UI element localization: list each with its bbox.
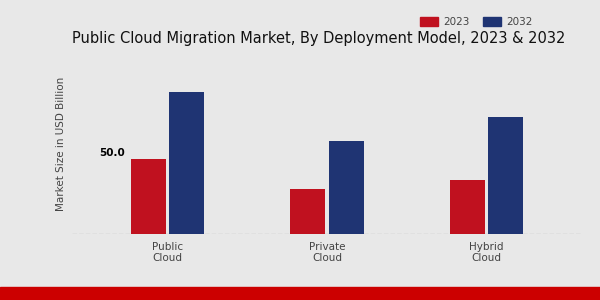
Y-axis label: Market Size in USD Billion: Market Size in USD Billion <box>56 77 67 211</box>
Bar <box>450 180 485 234</box>
Bar <box>329 141 364 234</box>
Bar <box>290 189 325 234</box>
Text: Public Cloud Migration Market, By Deployment Model, 2023 & 2032: Public Cloud Migration Market, By Deploy… <box>72 31 565 46</box>
Bar <box>131 159 166 234</box>
Bar <box>488 117 523 234</box>
Text: 50.0: 50.0 <box>99 148 125 158</box>
Legend: 2023, 2032: 2023, 2032 <box>416 14 536 31</box>
Bar <box>169 92 204 234</box>
